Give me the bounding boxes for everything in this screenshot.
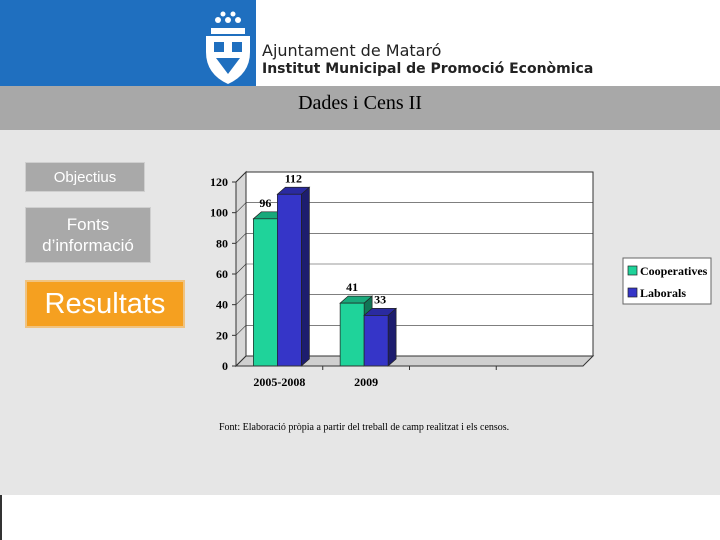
source-note: Font: Elaboració pròpia a partir del tre…	[219, 422, 510, 433]
left-edge-line	[0, 495, 2, 540]
legend-label: Cooperatives	[640, 264, 708, 278]
y-tick-label: 40	[216, 298, 228, 312]
y-tick-label: 100	[210, 206, 228, 220]
y-tick-label: 0	[222, 359, 228, 373]
y-gridline-side	[235, 355, 247, 367]
org-line-2: Institut Municipal de Promoció Econòmica	[262, 61, 594, 77]
title-bar	[0, 86, 720, 130]
y-gridline-side	[235, 325, 247, 336]
bar	[363, 315, 389, 367]
y-tick-label: 60	[216, 267, 228, 281]
organization-name: Ajuntament de Mataró Institut Municipal …	[262, 42, 593, 78]
data-label: 41	[346, 280, 358, 294]
bar	[277, 193, 302, 367]
header-logo-block	[0, 0, 256, 86]
data-label: 33	[374, 292, 386, 306]
y-gridline-side	[235, 202, 247, 213]
x-category-label: 2005-2008	[253, 375, 305, 389]
bar	[253, 218, 278, 367]
slide-title: Dades i Cens II	[298, 92, 422, 114]
data-label: 96	[259, 196, 271, 210]
nav-item-fonts-informacio[interactable]: Fonts d’informació	[25, 207, 151, 263]
legend-swatch	[627, 287, 638, 298]
legend-label: Laborals	[640, 286, 686, 300]
y-tick-label: 80	[216, 236, 228, 250]
y-tick-label: 120	[210, 175, 228, 189]
y-tick-label: 20	[216, 328, 228, 342]
data-label: 112	[285, 171, 302, 185]
y-gridline-side	[235, 263, 247, 275]
city-shield-icon	[206, 11, 250, 84]
y-gridline-side	[235, 233, 247, 244]
bar-side	[387, 307, 397, 367]
nav-item-resultats[interactable]: Resultats	[25, 280, 185, 328]
org-line-1: Ajuntament de Mataró	[262, 41, 442, 60]
legend-swatch	[627, 265, 638, 276]
y-gridline-side	[235, 171, 247, 183]
x-category-label: 2009	[354, 375, 378, 389]
legend-box	[622, 257, 712, 305]
bar	[339, 302, 365, 367]
nav-item-objectius[interactable]: Objectius	[25, 162, 145, 192]
bar-side	[301, 186, 310, 367]
y-gridline-side	[235, 294, 247, 305]
